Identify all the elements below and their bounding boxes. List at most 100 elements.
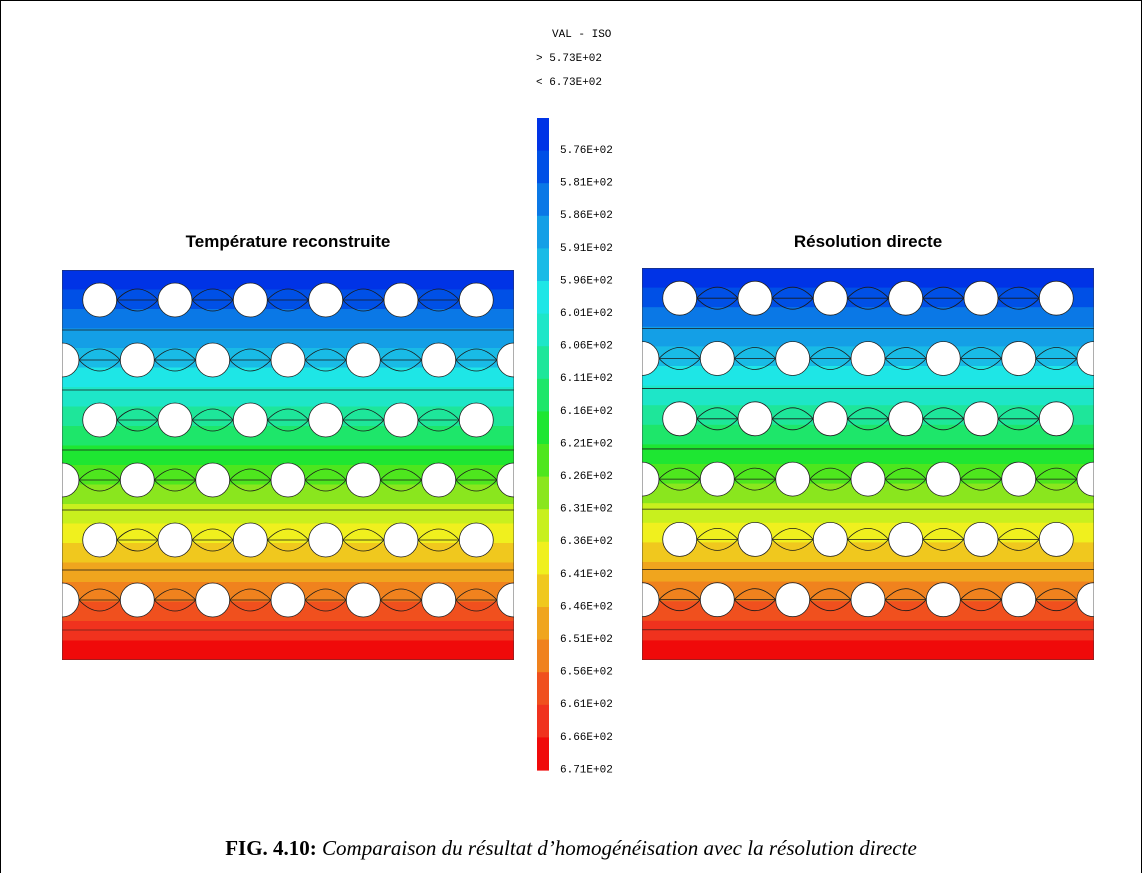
iso-line (116, 528, 159, 541)
legend-min: > 5.73E+02 (536, 53, 603, 65)
iso-line (847, 286, 889, 299)
hole (699, 461, 735, 497)
hole (421, 462, 457, 498)
iso-line (809, 599, 852, 612)
hole (458, 522, 494, 558)
iso-line (997, 286, 1040, 299)
iso-line (154, 599, 196, 612)
iso-line (267, 539, 309, 552)
iso-line (78, 479, 121, 492)
iso-line (304, 359, 347, 372)
hole (1001, 341, 1037, 376)
hole (850, 461, 886, 497)
iso-line (380, 468, 422, 481)
iso-line (78, 348, 121, 361)
hole (775, 461, 811, 497)
hole (1001, 461, 1037, 497)
hole (232, 522, 268, 558)
hole (421, 342, 457, 378)
iso-line (455, 599, 498, 612)
legend-swatch-11 (537, 444, 549, 478)
hole (82, 282, 118, 318)
hole (812, 522, 848, 557)
iso-line (997, 297, 1040, 310)
iso-line (455, 479, 498, 492)
iso-line (78, 359, 121, 372)
iso-band (642, 542, 1094, 563)
iso-line (191, 299, 234, 312)
iso-line (154, 348, 196, 361)
iso-line (116, 539, 159, 552)
iso-line (304, 479, 347, 492)
hole (775, 341, 811, 376)
legend-swatch-1 (537, 118, 549, 152)
iso-line (734, 467, 776, 480)
legend-swatch-9 (537, 378, 549, 412)
iso-line (847, 528, 889, 540)
iso-line (267, 419, 309, 432)
iso-line (229, 359, 272, 372)
legend-level-12: 6.31E+02 (560, 504, 613, 516)
hole (642, 341, 660, 376)
legend-swatch-6 (537, 281, 549, 315)
iso-line (696, 297, 739, 310)
iso-line (771, 539, 814, 551)
iso-line (1035, 588, 1078, 600)
iso-line (696, 407, 739, 420)
hole (383, 282, 419, 318)
iso-line (960, 467, 1002, 480)
iso-line (417, 288, 460, 301)
legend-swatch-15 (537, 574, 549, 608)
hole (82, 522, 118, 558)
iso-band (642, 366, 1094, 387)
legend-level-6: 6.01E+02 (560, 308, 613, 320)
iso-line (455, 588, 498, 601)
iso-band (62, 621, 514, 642)
hole (157, 522, 193, 558)
legend-level-2: 5.81E+02 (560, 178, 613, 190)
iso-line (417, 539, 460, 552)
hole (812, 280, 848, 316)
legend-swatch-2 (537, 150, 549, 184)
iso-line (380, 599, 422, 612)
iso-band (62, 328, 514, 349)
iso-line (455, 468, 498, 481)
legend-level-4: 5.91E+02 (560, 243, 613, 255)
iso-line (154, 479, 196, 492)
hole (1038, 280, 1074, 316)
hole (157, 402, 193, 438)
legend-swatch-4 (537, 215, 549, 249)
iso-line (960, 347, 1002, 359)
iso-line (771, 418, 814, 431)
iso-line (884, 347, 927, 359)
right-contour-plot (642, 268, 1094, 660)
iso-line (922, 418, 965, 431)
legend-swatch-16 (537, 607, 549, 641)
iso-band (62, 523, 514, 544)
hole (888, 280, 924, 316)
iso-line (696, 528, 739, 540)
hole (195, 342, 231, 378)
hole (270, 342, 306, 378)
iso-line (847, 539, 889, 551)
iso-line (116, 419, 159, 432)
legend-swatch-18 (537, 672, 549, 706)
iso-line (960, 478, 1002, 491)
legend-level-10: 6.21E+02 (560, 438, 613, 450)
iso-line (960, 599, 1002, 612)
iso-line (658, 478, 701, 491)
legend-swatch-13 (537, 509, 549, 543)
iso-band (642, 287, 1094, 308)
legend-level-9: 6.16E+02 (560, 406, 613, 418)
iso-line (417, 299, 460, 312)
iso-line (304, 348, 347, 361)
iso-line (78, 599, 121, 612)
iso-line (696, 418, 739, 431)
iso-band (62, 504, 514, 525)
legend-swatch-5 (537, 248, 549, 282)
hole (270, 462, 306, 498)
right-panel-title: Résolution directe (793, 232, 943, 251)
iso-line (1035, 358, 1078, 370)
iso-band (642, 405, 1094, 426)
